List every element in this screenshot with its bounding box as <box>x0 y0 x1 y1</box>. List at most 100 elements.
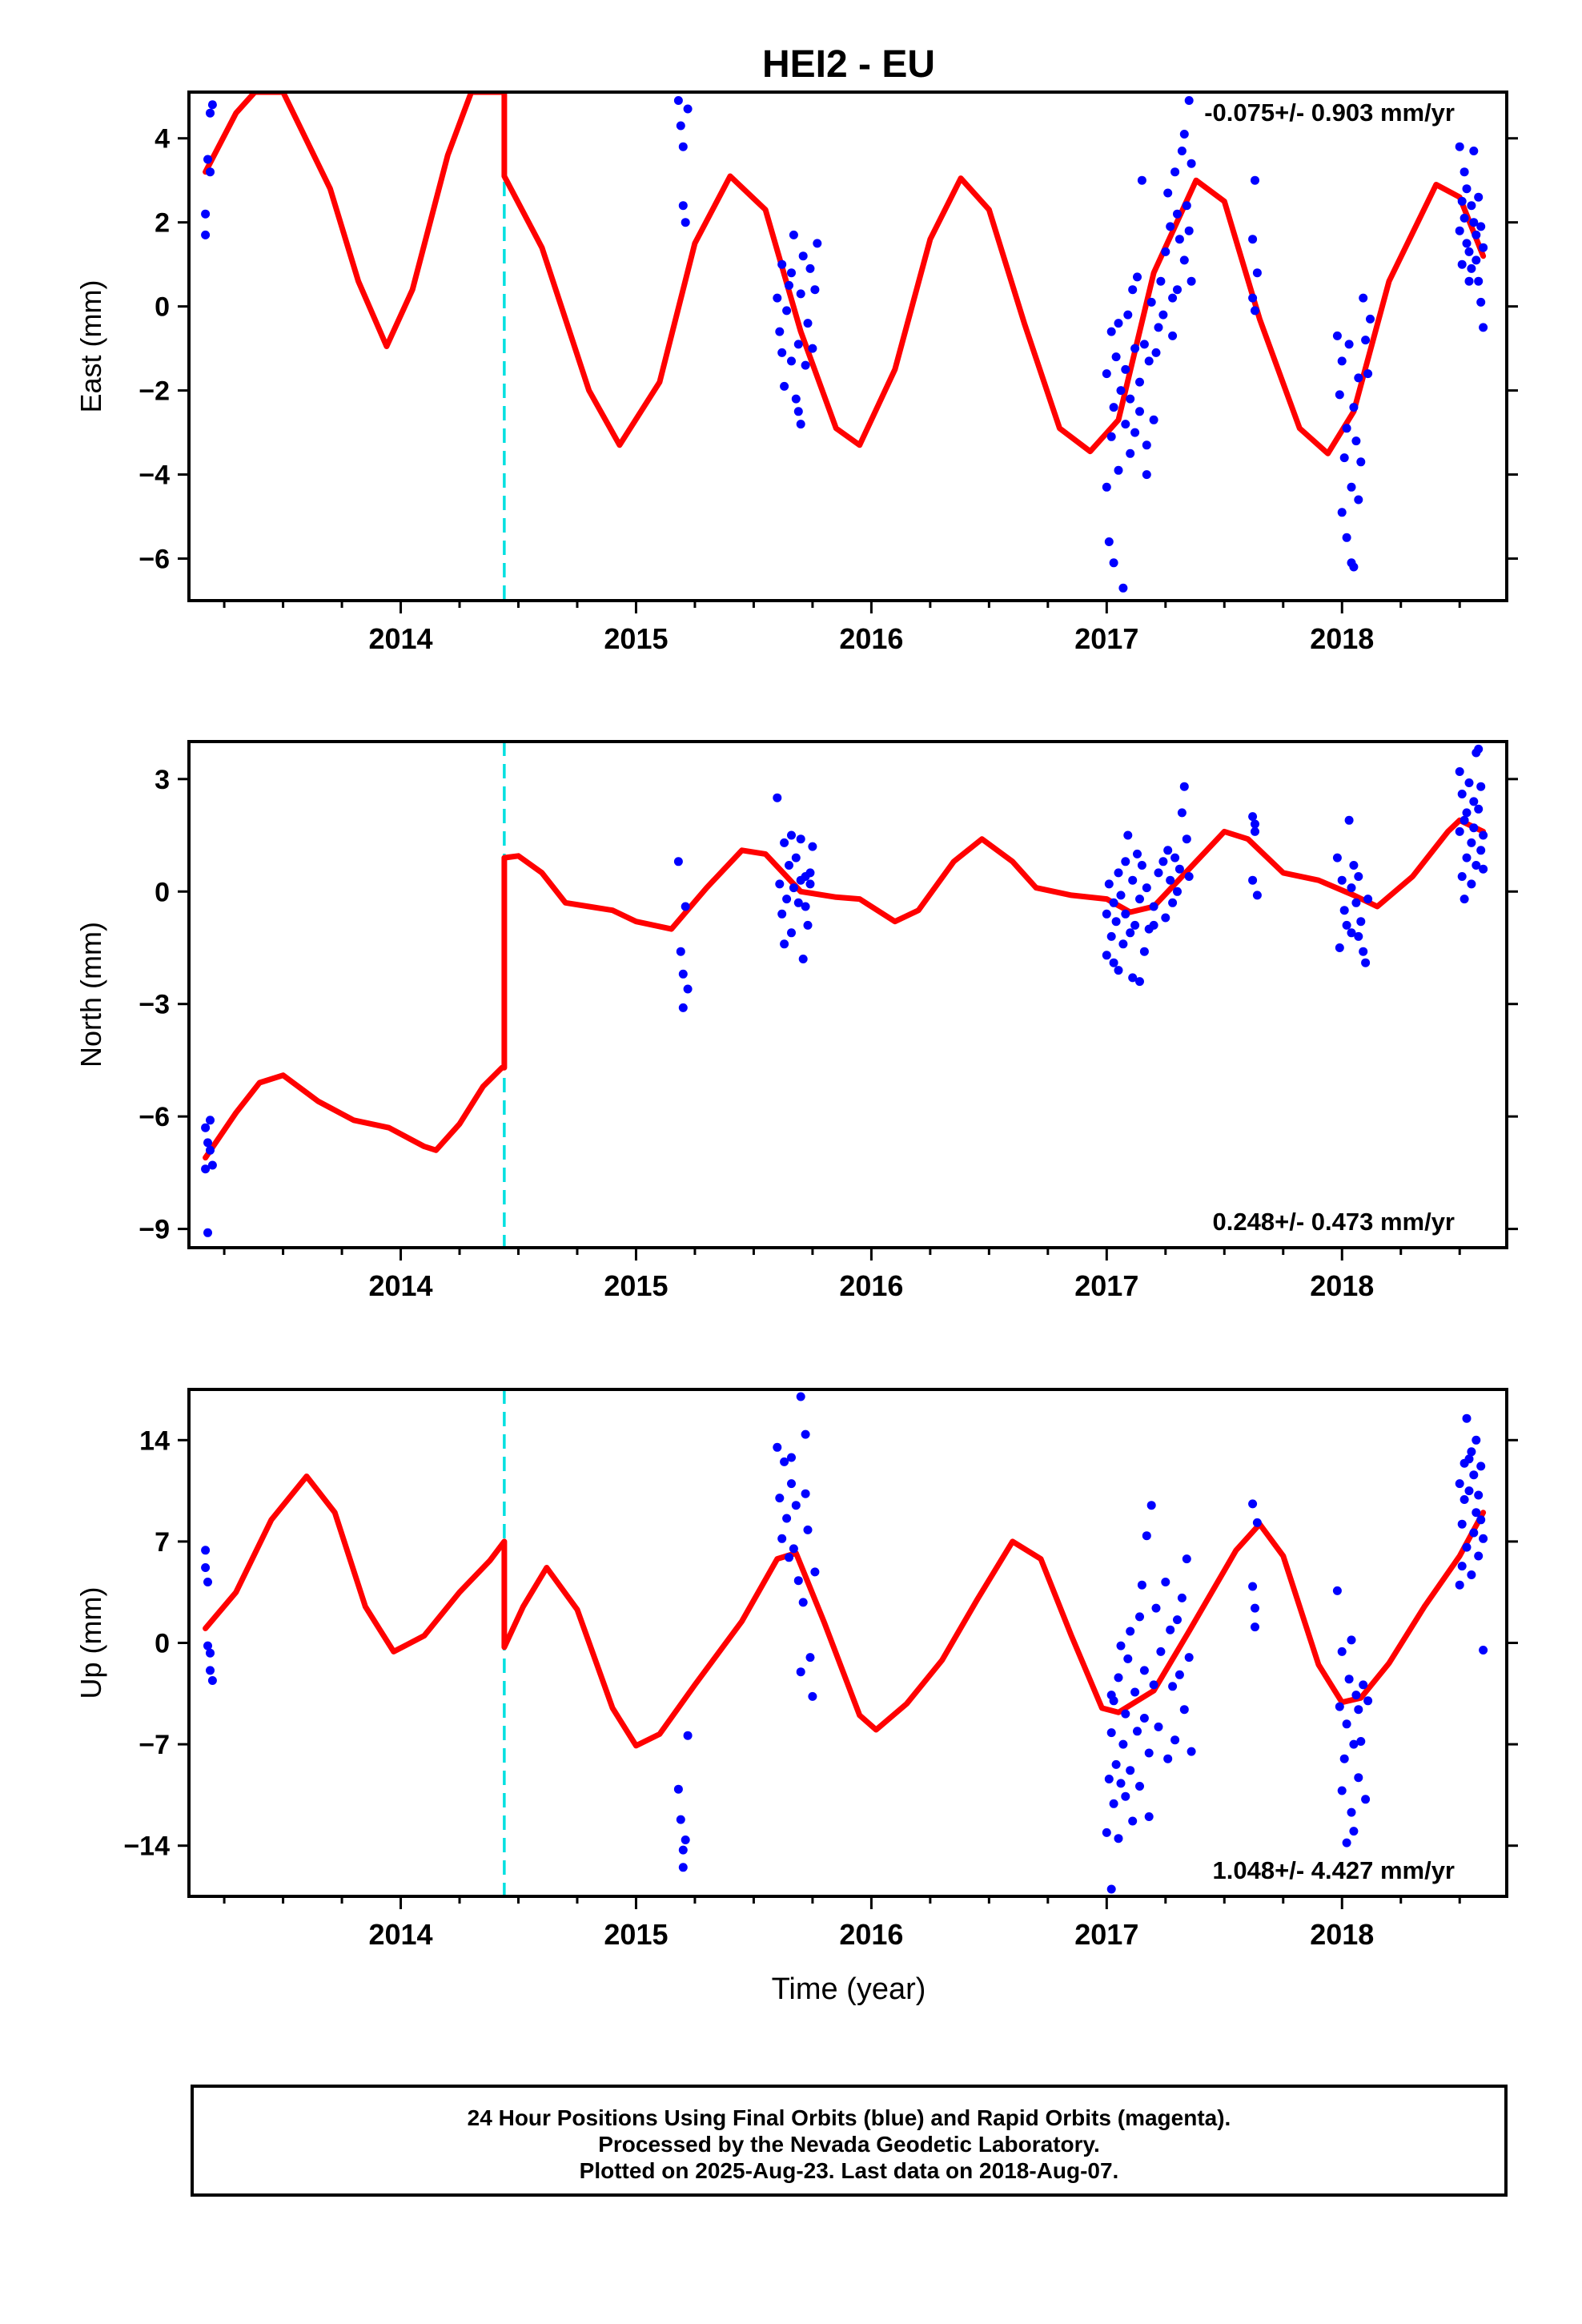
panel-east: −6 −4 −2 0 2 4 2014 2015 2016 2017 2018 East (mm) -0… <box>74 90 1518 655</box>
data-point <box>805 263 815 273</box>
data-point <box>1133 1727 1142 1736</box>
data-point <box>801 360 810 370</box>
data-point <box>1351 898 1361 907</box>
data-point <box>1455 767 1464 776</box>
data-point <box>1457 196 1467 206</box>
y-tick-label: −7 <box>139 1730 170 1760</box>
data-point <box>683 1731 693 1740</box>
data-point <box>1472 230 1481 239</box>
data-point <box>1462 239 1472 248</box>
data-point <box>1135 895 1144 904</box>
data-point <box>789 883 798 893</box>
data-point <box>1460 815 1469 825</box>
data-point <box>1137 175 1146 185</box>
data-point <box>1106 1691 1116 1700</box>
data-point <box>791 394 801 404</box>
data-point <box>1109 1799 1118 1808</box>
data-point <box>796 1667 805 1677</box>
data-point <box>780 1457 789 1466</box>
data-point <box>1455 1479 1464 1489</box>
data-point <box>1342 424 1351 433</box>
data-point <box>1467 879 1476 889</box>
data-point <box>207 1160 217 1170</box>
data-point <box>201 1123 211 1132</box>
data-point <box>810 285 820 295</box>
y-tick-label: 7 <box>155 1527 170 1558</box>
data-point <box>801 902 810 911</box>
rate-label: 1.048+/- 4.427 mm/yr <box>1213 1856 1455 1884</box>
data-point <box>1142 470 1151 480</box>
x-tick-label: 2018 <box>1310 622 1374 655</box>
data-point <box>1121 1791 1130 1801</box>
data-point <box>1474 744 1484 754</box>
data-point <box>1354 1773 1363 1783</box>
data-point <box>203 155 212 164</box>
data-point <box>207 100 217 110</box>
panel-north: −9 −6 −3 0 3 2014 2015 2016 2017 2018 North (mm) 0.… <box>74 740 1518 1302</box>
x-tick-label: 2014 <box>368 1918 432 1951</box>
data-point <box>1106 432 1116 441</box>
data-point <box>1170 853 1180 862</box>
plot-area <box>201 92 1488 601</box>
data-point <box>1121 857 1130 866</box>
data-point <box>1339 1754 1349 1763</box>
data-point <box>1154 1722 1163 1731</box>
data-point <box>1351 1691 1361 1700</box>
data-point <box>201 230 211 239</box>
data-point <box>785 280 793 290</box>
data-point <box>1356 917 1366 927</box>
plot-area <box>201 742 1488 1248</box>
data-point <box>1464 1486 1474 1496</box>
data-point <box>1460 167 1469 177</box>
data-point <box>1354 495 1363 505</box>
data-point <box>1106 327 1116 336</box>
data-point <box>1349 562 1359 572</box>
data-point <box>1123 1654 1133 1663</box>
data-point <box>1354 1705 1363 1715</box>
data-point <box>782 306 792 316</box>
data-point <box>1168 1682 1178 1691</box>
data-point <box>1128 285 1138 295</box>
data-point <box>1479 864 1488 874</box>
data-point <box>1476 782 1486 791</box>
data-point <box>1455 826 1464 836</box>
data-point <box>1135 377 1144 387</box>
data-point <box>791 853 801 862</box>
data-point <box>1149 902 1158 911</box>
data-point <box>1335 1702 1344 1711</box>
data-point <box>1114 966 1123 975</box>
data-point <box>673 96 683 105</box>
data-point <box>1342 920 1351 930</box>
data-point <box>1184 1653 1194 1663</box>
x-tick-label: 2017 <box>1074 1269 1138 1302</box>
data-point <box>789 230 798 239</box>
data-point <box>1102 482 1111 492</box>
data-point <box>791 1501 801 1510</box>
data-point <box>1163 188 1173 198</box>
plot-frame <box>187 740 1508 1249</box>
data-point <box>1156 276 1166 286</box>
data-point <box>1161 247 1170 256</box>
data-point <box>1173 1615 1182 1625</box>
data-point <box>1139 1666 1149 1675</box>
data-point <box>1173 887 1182 896</box>
data-point <box>1337 875 1347 885</box>
data-point <box>1177 808 1186 818</box>
data-point <box>1344 1675 1354 1684</box>
data-point <box>1168 331 1178 340</box>
data-point <box>1133 272 1142 282</box>
data-point <box>206 1145 215 1155</box>
data-point <box>1184 96 1194 105</box>
data-point <box>1146 297 1156 307</box>
data-point <box>1455 142 1464 151</box>
data-point <box>1173 285 1182 295</box>
data-point <box>1462 184 1472 194</box>
data-point <box>1467 838 1476 847</box>
x-tick-label: 2015 <box>604 622 668 655</box>
data-point <box>803 920 813 930</box>
data-point <box>1339 453 1349 463</box>
data-point <box>1469 797 1479 806</box>
data-point <box>1174 864 1184 874</box>
data-point <box>678 201 688 211</box>
data-point <box>1347 1635 1356 1645</box>
